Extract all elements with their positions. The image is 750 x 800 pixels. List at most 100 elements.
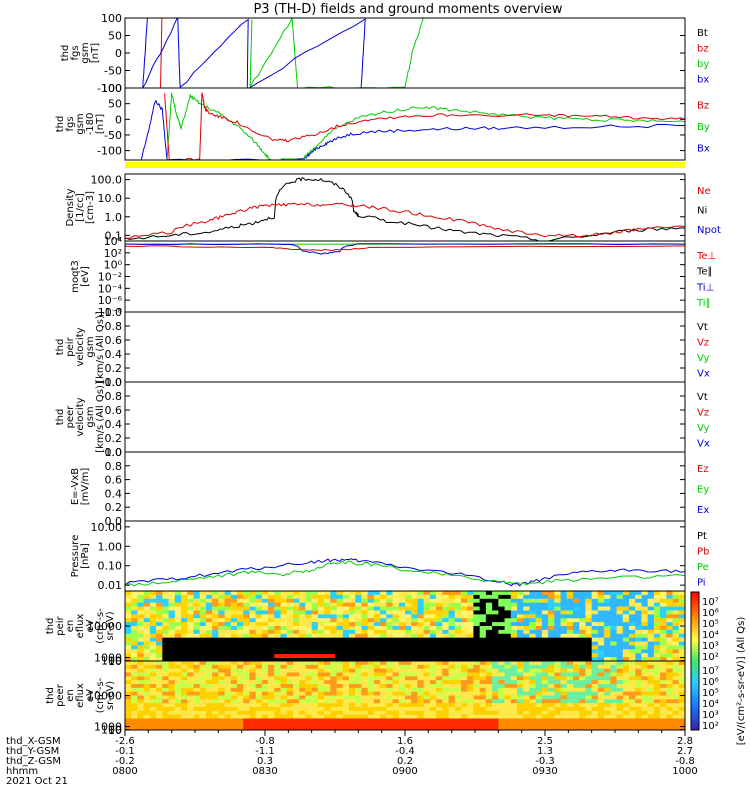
ylabel: E=-VxB[mV/m] xyxy=(70,468,91,506)
ylabel-line: E=-VxB xyxy=(70,468,81,505)
legend-Ne: Ne xyxy=(697,186,711,197)
series-Pi xyxy=(125,558,685,587)
series-by xyxy=(249,18,425,88)
ytick-label: 10.00 xyxy=(91,521,123,534)
ylabel: thdpeirvelocitygsm[km/s (All Qs)] xyxy=(55,311,106,383)
ylabel-line: eflux xyxy=(75,683,86,708)
ytick-label: 10.0 xyxy=(98,192,123,205)
ylabel-line: (cm²-s- xyxy=(95,608,106,644)
ylabel-line: Density xyxy=(65,188,76,226)
legend-Pb: Pb xyxy=(697,546,709,557)
xtick-hhmm: 1000 xyxy=(672,766,697,777)
ytick-label: 0.8 xyxy=(105,460,123,473)
colorbar-tick-label: 10³ xyxy=(702,641,719,652)
ylabel-line: velocity xyxy=(75,327,86,366)
xtick-x_gsm: -0.8 xyxy=(255,736,275,747)
ytick-label: 100 xyxy=(101,82,122,95)
ytick-label: 10⁻² xyxy=(98,271,122,284)
legend-Te∥: Te∥ xyxy=(696,267,713,278)
legend-Vt: Vt xyxy=(697,392,708,403)
legend-Ey: Ey xyxy=(697,485,709,496)
xtick-z_gsm: -0.3 xyxy=(535,756,555,767)
colorbar-tick-label: 10⁵ xyxy=(702,619,719,630)
ytick-label: 1.0 xyxy=(105,446,123,459)
ylabel-line: gsm xyxy=(75,113,86,134)
xaxis-row-label: hhmm xyxy=(6,766,38,777)
ylabel-line: thd xyxy=(55,116,66,133)
ylabel-line: [km/s (All Qs)] xyxy=(95,381,106,453)
xtick-x_gsm: 2.8 xyxy=(677,736,693,747)
ytick-label: 10⁻⁴ xyxy=(98,282,123,295)
panel-2-plot-area xyxy=(140,92,685,160)
colorbar-tick-label: 10⁷ xyxy=(702,666,719,677)
legend-bz: bz xyxy=(697,43,709,54)
ytick-label: 0.6 xyxy=(105,404,123,417)
xtick-x_gsm: 1.6 xyxy=(397,736,413,747)
panel-1-frame xyxy=(124,17,686,89)
ylabel-line: thd xyxy=(45,687,56,704)
ytick-label: 0.8 xyxy=(105,320,123,333)
ylabel: Density[1/cc][cm-3] xyxy=(65,188,96,226)
heatmap-hot-band xyxy=(274,654,335,658)
ytick-label: -50 xyxy=(104,129,122,142)
ylabel-line: en xyxy=(65,689,76,702)
ytick-label: 10⁰ xyxy=(104,259,123,272)
legend-Pe: Pe xyxy=(697,562,709,573)
ytick-label: 1.0 xyxy=(105,211,123,224)
series-By xyxy=(166,92,685,160)
legend-Vy: Vy xyxy=(697,423,710,434)
ylabel: thdpeerenefluxeV(cm²-s-sr-eV) xyxy=(45,677,116,713)
xaxis-row-label: thd_X-GSM xyxy=(6,736,61,747)
ylabel-line: [nPa] xyxy=(80,543,91,569)
ylabel: moqt3[eV] xyxy=(70,260,91,293)
panel-1-plot-area xyxy=(142,18,425,88)
ytick-label: 0.1 xyxy=(105,229,123,242)
xtick-z_gsm: 0.2 xyxy=(397,756,413,767)
panel-3: 100.0 10.0 1.0 0.1 Density[1/cc][cm-3] Ne Ni Np… xyxy=(65,173,721,242)
panel-8-frame xyxy=(124,520,686,592)
xaxis-row-label: 2021 Oct 21 xyxy=(6,776,68,787)
legend-Vx: Vx xyxy=(697,438,710,449)
colorbar-tick-label: 10² xyxy=(702,721,719,732)
ytick-label: 10⁻⁶ xyxy=(98,294,123,307)
series-Pe xyxy=(125,560,685,587)
ytick-label: 10 xyxy=(108,655,122,668)
legend-Bz: Bz xyxy=(697,101,709,112)
ytick-label: 100 xyxy=(101,724,122,737)
ylabel-line: [1/cc] xyxy=(75,193,86,222)
panel-3-frame xyxy=(124,173,686,242)
series-bx xyxy=(142,18,366,88)
ytick-label: 0.0 xyxy=(105,446,123,459)
ylabel: Pressure[nPa] xyxy=(70,535,91,578)
legend-Ti⊥: Ti⊥ xyxy=(696,282,714,293)
colorbar-tick-label: 10⁵ xyxy=(702,688,719,699)
ytick-label: 0 xyxy=(115,113,122,126)
panel-8-plot-area xyxy=(125,558,685,587)
ytick-label: 100 xyxy=(101,655,122,668)
ylabel-line: eflux xyxy=(75,614,86,639)
ylabel-line: velocity xyxy=(75,397,86,436)
ytick-label: -100 xyxy=(97,145,122,158)
legend-Ez: Ez xyxy=(697,464,709,475)
legend-bx: bx xyxy=(697,74,709,85)
legend-Bt: Bt xyxy=(697,28,708,39)
legend-Vx: Vx xyxy=(697,368,710,379)
legend-Ti∥: Ti∥ xyxy=(696,298,711,309)
ylabel-line: eV xyxy=(85,619,96,632)
yellow-status-bar xyxy=(125,162,685,168)
ytick-label: 10 xyxy=(108,724,122,737)
ytick-label: 10⁴ xyxy=(104,235,123,248)
ylabel-line: (cm²-s- xyxy=(95,677,106,713)
ytick-label: 0.2 xyxy=(105,362,123,375)
series-Ne xyxy=(125,202,685,239)
ytick-label: 0.6 xyxy=(105,474,123,487)
series-Te⊥ xyxy=(125,245,685,252)
xtick-y_gsm: 2.7 xyxy=(677,746,693,757)
xtick-hhmm: 0930 xyxy=(532,766,557,777)
ylabel: thdfgsgsm-180[nT] xyxy=(55,113,106,136)
xtick-hhmm: 0830 xyxy=(252,766,277,777)
series-Ti⊥ xyxy=(125,243,685,255)
panel-4-plot-area xyxy=(125,243,685,255)
